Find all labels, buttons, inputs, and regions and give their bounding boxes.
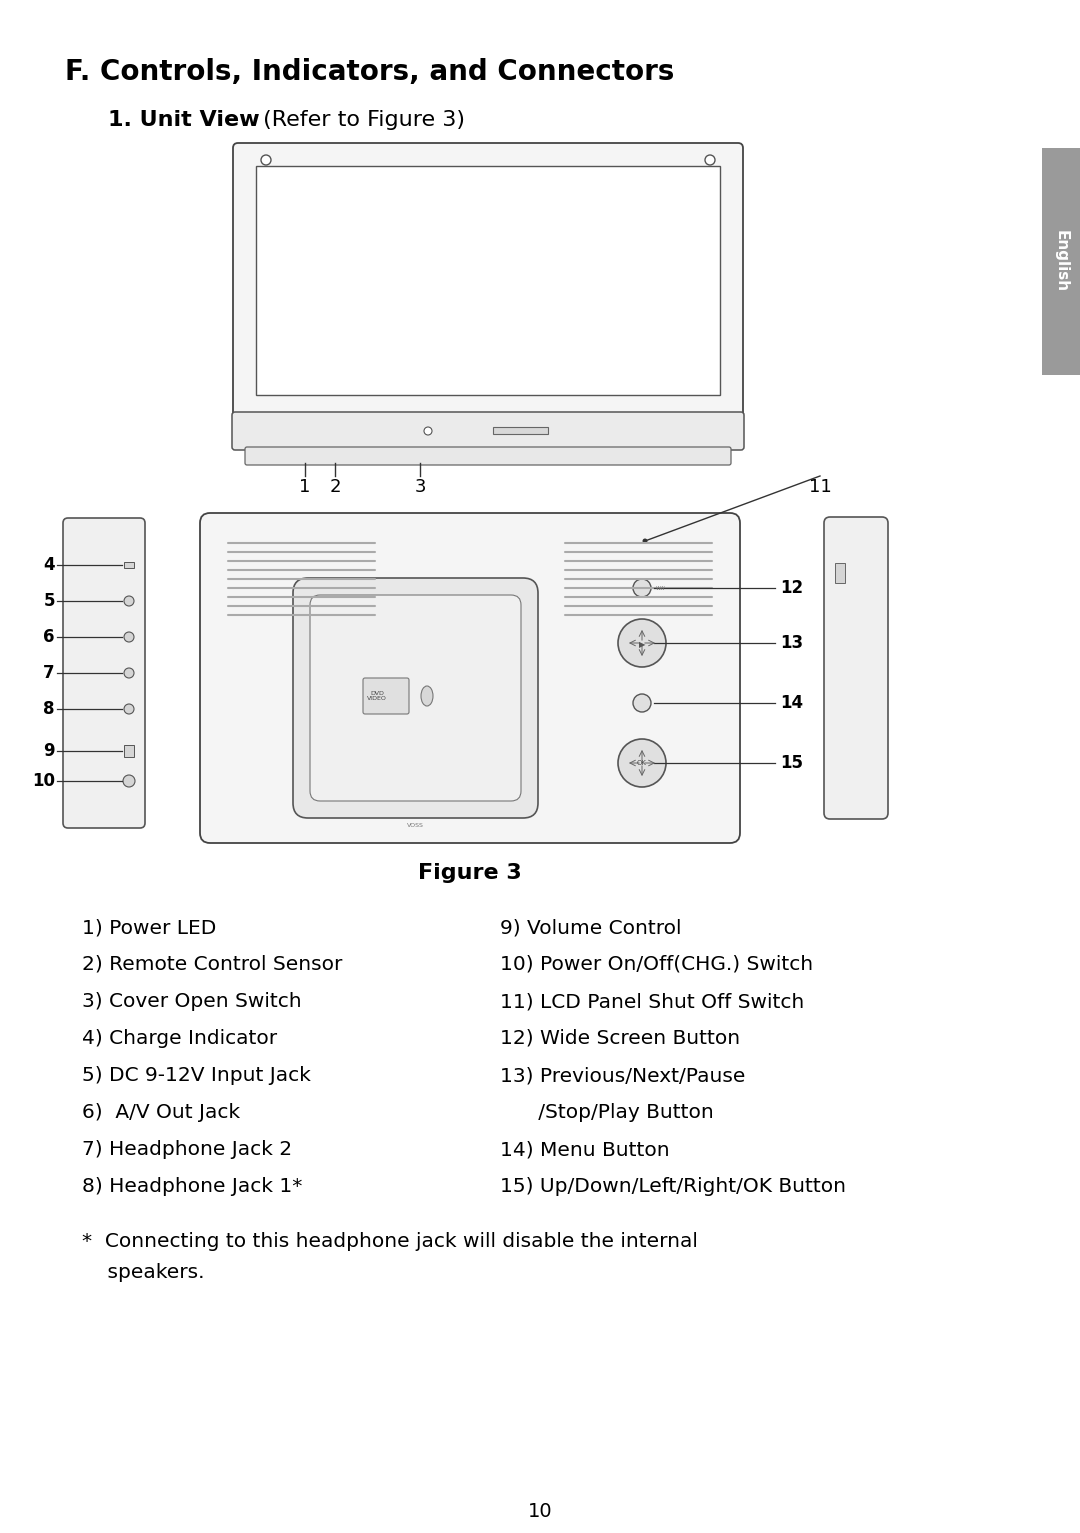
Text: 14) Menu Button: 14) Menu Button [500,1141,670,1159]
Bar [835,563,845,583]
Circle shape [633,694,651,711]
FancyBboxPatch shape [310,595,521,802]
Text: (Refer to Figure 3): (Refer to Figure 3) [256,110,465,130]
Circle shape [705,155,715,166]
Text: DVD
VIDEO: DVD VIDEO [367,690,387,702]
Text: *  Connecting to this headphone jack will disable the internal: * Connecting to this headphone jack will… [82,1233,698,1251]
Bar [124,563,134,569]
Text: 9) Volume Control: 9) Volume Control [500,918,681,937]
Text: /Stop/Play Button: /Stop/Play Button [500,1104,714,1122]
Text: 6: 6 [43,629,55,645]
Text: English: English [1053,230,1068,293]
Text: 7: 7 [43,664,55,682]
FancyBboxPatch shape [363,678,409,714]
FancyBboxPatch shape [293,578,538,819]
Circle shape [123,776,135,786]
Circle shape [124,596,134,606]
Text: 4: 4 [43,556,55,573]
Text: 4) Charge Indicator: 4) Charge Indicator [82,1029,278,1049]
Text: VOSS: VOSS [406,823,423,828]
Text: 2) Remote Control Sensor: 2) Remote Control Sensor [82,955,342,973]
Text: Figure 3: Figure 3 [418,863,522,883]
Circle shape [124,704,134,714]
Circle shape [643,538,648,544]
Text: OK: OK [637,760,647,766]
Circle shape [124,632,134,642]
Text: 1) Power LED: 1) Power LED [82,918,216,937]
Text: 5) DC 9-12V Input Jack: 5) DC 9-12V Input Jack [82,1065,311,1085]
Text: 15) Up/Down/Left/Right/OK Button: 15) Up/Down/Left/Right/OK Button [500,1177,846,1196]
Text: 10: 10 [32,773,55,789]
Text: 1: 1 [299,478,311,497]
Circle shape [124,668,134,678]
Circle shape [618,739,666,786]
Text: 9: 9 [43,742,55,760]
Text: 12: 12 [780,579,804,596]
Bar [124,745,134,757]
Text: 6)  A/V Out Jack: 6) A/V Out Jack [82,1104,240,1122]
Text: 2: 2 [329,478,341,497]
Text: WW: WW [656,586,665,590]
Text: 13) Previous/Next/Pause: 13) Previous/Next/Pause [500,1065,745,1085]
Circle shape [618,619,666,667]
Text: 13: 13 [780,635,804,652]
Text: 11) LCD Panel Shut Off Switch: 11) LCD Panel Shut Off Switch [500,992,805,1010]
Text: 15: 15 [780,754,804,773]
Text: F. Controls, Indicators, and Connectors: F. Controls, Indicators, and Connectors [65,58,674,86]
Ellipse shape [421,685,433,707]
Text: ▶: ▶ [638,641,645,650]
Text: 10) Power On/Off(CHG.) Switch: 10) Power On/Off(CHG.) Switch [500,955,813,973]
Text: 7) Headphone Jack 2: 7) Headphone Jack 2 [82,1141,292,1159]
Text: 3) Cover Open Switch: 3) Cover Open Switch [82,992,301,1010]
Text: 1. Unit View: 1. Unit View [108,110,259,130]
FancyBboxPatch shape [63,518,145,828]
FancyBboxPatch shape [232,412,744,451]
Text: 12) Wide Screen Button: 12) Wide Screen Button [500,1029,740,1049]
Text: 3: 3 [415,478,426,497]
Text: 8) Headphone Jack 1*: 8) Headphone Jack 1* [82,1177,302,1196]
Text: 8: 8 [43,701,55,717]
FancyBboxPatch shape [200,514,740,843]
Text: 14: 14 [780,694,804,711]
FancyBboxPatch shape [233,143,743,419]
Text: 10: 10 [528,1502,552,1521]
Circle shape [633,579,651,596]
FancyBboxPatch shape [824,517,888,819]
Text: speakers.: speakers. [82,1263,204,1283]
FancyBboxPatch shape [245,448,731,464]
Bar [256,166,720,396]
Text: 5: 5 [43,592,55,610]
Circle shape [424,428,432,435]
Bar [492,428,548,434]
Text: 11: 11 [809,478,832,497]
Circle shape [261,155,271,166]
Bar [1042,149,1080,376]
